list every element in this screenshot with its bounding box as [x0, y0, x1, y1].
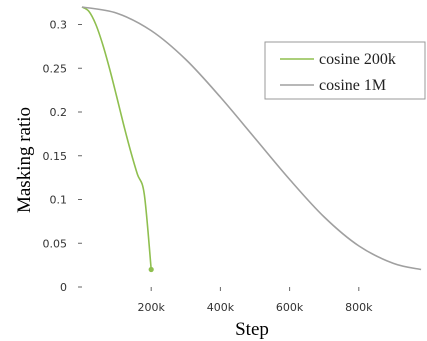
- y-tick-label: 0.3: [50, 19, 68, 32]
- series-end-point-cosine-200k: [148, 266, 154, 273]
- x-tick-label: 800k: [345, 301, 373, 314]
- y-tick-label: 0.15: [43, 150, 68, 163]
- x-axis-label: Step: [235, 319, 269, 340]
- y-axis: 0 0.05 0.1 0.15 0.2 0.25 0.3: [43, 19, 82, 294]
- x-tick-label: 400k: [207, 301, 235, 314]
- y-tick-label: 0: [60, 281, 67, 294]
- series-line-cosine-1m: [81, 6, 422, 271]
- legend-box: [264, 41, 426, 100]
- series-line-cosine-200k: [81, 6, 152, 270]
- y-tick-label: 0.25: [43, 62, 68, 75]
- y-tick-label: 0.05: [43, 237, 68, 250]
- legend-label-cosine-200k: cosine 200k: [319, 51, 396, 68]
- legend-label-cosine-1m: cosine 1M: [319, 77, 386, 94]
- y-tick-label: 0.1: [50, 194, 68, 207]
- legend: cosine 200k cosine 1M: [264, 41, 426, 100]
- x-tick-label: 200k: [138, 301, 166, 314]
- y-tick-label: 0.2: [50, 106, 68, 119]
- y-axis-label: Masking ratio: [14, 107, 35, 213]
- series-layer: [81, 6, 422, 273]
- x-axis: 200k 400k 600k 800k: [138, 287, 373, 314]
- x-tick-label: 600k: [276, 301, 304, 314]
